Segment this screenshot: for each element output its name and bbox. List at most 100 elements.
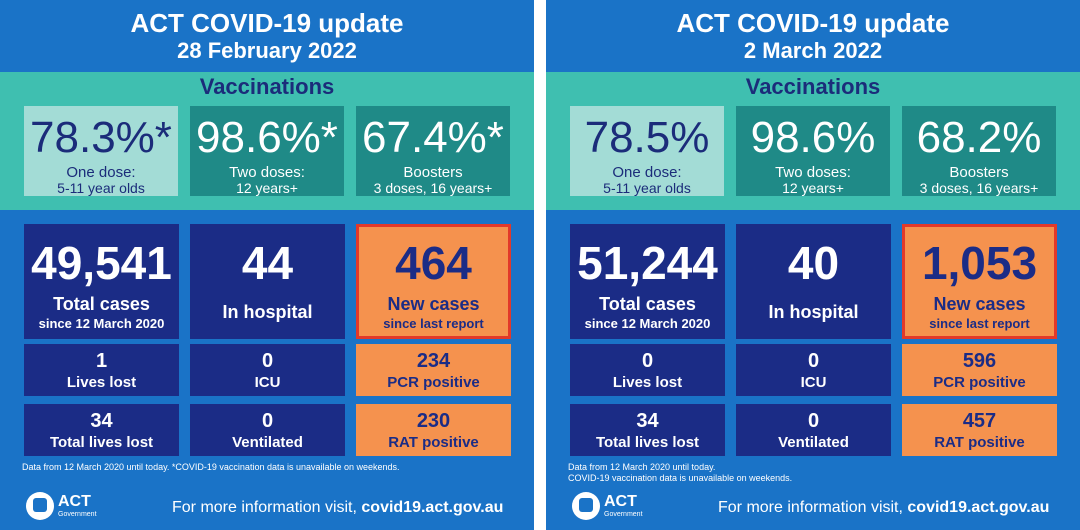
vax-card-one-dose: 78.5% One dose: 5-11 year olds (570, 106, 724, 196)
crest-icon (572, 492, 600, 520)
stat-value: 34 (90, 410, 113, 432)
stat-label: RAT positive (934, 434, 1025, 451)
stat-sub: since 12 March 2020 (584, 316, 711, 331)
stat-label: PCR positive (387, 374, 480, 391)
stat-sub: since last report (383, 316, 484, 331)
stat-sub: since last report (929, 316, 1030, 331)
vax-value: 98.6%* (196, 113, 338, 162)
logo-sub: Government (58, 511, 97, 518)
total-cases-card: 51,244 Total cases since 12 March 2020 (570, 224, 725, 339)
panel-title: ACT COVID-19 update (130, 8, 404, 38)
stat-value: 1,053 (921, 237, 1038, 289)
vax-value: 67.4%* (362, 113, 504, 162)
panel-date: 28 February 2022 (177, 38, 357, 63)
vax-label: Two doses: (775, 164, 851, 181)
in-hospital-card: 44 In hospital (190, 224, 345, 339)
act-government-logo: ACT Government (568, 490, 650, 524)
stat-value: 0 (261, 410, 274, 432)
stat-label: Total cases (53, 294, 150, 314)
vax-card-two-doses: 98.6% Two doses: 12 years+ (736, 106, 890, 196)
vax-value: 98.6% (750, 113, 876, 162)
ventilated-card: 0 Ventilated (190, 404, 345, 456)
more-info-text: For more information visit, (718, 499, 908, 516)
stat-value: 0 (641, 350, 654, 372)
rat-positive-card: 230 RAT positive (356, 404, 511, 456)
footnote: Data from 12 March 2020 until today. (568, 462, 716, 472)
panel-title: ACT COVID-19 update (676, 8, 950, 38)
panel-date: 2 March 2022 (743, 38, 883, 63)
act-government-logo: ACT Government (22, 490, 104, 524)
total-lives-lost-card: 34 Total lives lost (570, 404, 725, 456)
website-link[interactable]: covid19.act.gov.au (907, 499, 1050, 516)
vaccinations-section: Vaccinations 78.3%* One dose: 5-11 year … (0, 72, 534, 210)
logo-sub: Government (604, 511, 643, 518)
stat-label: Total cases (599, 294, 696, 314)
footnote: COVID-19 vaccination data is unavailable… (568, 473, 793, 483)
stat-label: Ventilated (232, 434, 303, 451)
stat-sub: since 12 March 2020 (38, 316, 165, 331)
stat-value: 457 (962, 410, 997, 432)
stat-label: Total lives lost (595, 434, 700, 451)
total-cases-card: 49,541 Total cases since 12 March 2020 (24, 224, 179, 339)
vax-sub: 3 doses, 16 years+ (373, 180, 493, 196)
stat-value: 40 (787, 237, 840, 289)
stat-value: 596 (962, 350, 997, 372)
stat-label: In hospital (222, 302, 313, 322)
ventilated-card: 0 Ventilated (736, 404, 891, 456)
vax-label: One dose: (612, 164, 682, 181)
vax-sub: 12 years+ (236, 180, 298, 196)
stat-value: 51,244 (577, 237, 718, 289)
stat-label: Total lives lost (49, 434, 154, 451)
rat-positive-card: 457 RAT positive (902, 404, 1057, 456)
stat-label: RAT positive (388, 434, 479, 451)
vaccinations-heading: Vaccinations (199, 74, 335, 99)
vax-label: One dose: (66, 164, 136, 181)
stat-value: 0 (261, 350, 274, 372)
more-info: For more information visit, covid19.act.… (172, 498, 503, 518)
website-link[interactable]: covid19.act.gov.au (361, 499, 504, 516)
stat-label: In hospital (768, 302, 859, 322)
stat-label: Lives lost (66, 374, 137, 391)
icu-card: 0 ICU (190, 344, 345, 396)
pcr-positive-card: 234 PCR positive (356, 344, 511, 396)
update-panel-28-feb: ACT COVID-19 update 28 February 2022 Vac… (0, 0, 534, 530)
stat-label: PCR positive (933, 374, 1026, 391)
new-cases-card: 1,053 New cases since last report (902, 224, 1057, 339)
stat-value: 0 (807, 350, 820, 372)
logo-text: ACT (58, 493, 91, 510)
icu-card: 0 ICU (736, 344, 891, 396)
stat-label: New cases (387, 294, 480, 314)
stat-value: 0 (807, 410, 820, 432)
stat-label: Lives lost (612, 374, 683, 391)
vax-card-two-doses: 98.6%* Two doses: 12 years+ (190, 106, 344, 196)
vax-value: 68.2% (916, 113, 1042, 162)
stat-value: 49,541 (31, 237, 172, 289)
vax-value: 78.5% (584, 113, 710, 162)
new-cases-card: 464 New cases since last report (356, 224, 511, 339)
lives-lost-card: 1 Lives lost (24, 344, 179, 396)
logo-text: ACT (604, 493, 637, 510)
update-panel-2-mar: ACT COVID-19 update 2 March 2022 Vaccina… (546, 0, 1080, 530)
stat-label: ICU (254, 374, 281, 391)
vax-sub: 5-11 year olds (57, 180, 145, 196)
vaccinations-heading: Vaccinations (745, 74, 881, 99)
stat-label: New cases (933, 294, 1026, 314)
stat-label: ICU (800, 374, 827, 391)
vax-card-boosters: 68.2% Boosters 3 doses, 16 years+ (902, 106, 1056, 196)
more-info: For more information visit, covid19.act.… (718, 498, 1049, 518)
stat-value: 230 (416, 410, 451, 432)
vax-sub: 5-11 year olds (603, 180, 691, 196)
stat-value: 464 (395, 237, 472, 289)
stat-value: 234 (416, 350, 451, 372)
footnote: Data from 12 March 2020 until today. *CO… (22, 462, 400, 472)
stat-value: 34 (636, 410, 659, 432)
pcr-positive-card: 596 PCR positive (902, 344, 1057, 396)
stat-value: 1 (95, 350, 108, 372)
vax-label: Two doses: (229, 164, 305, 181)
vax-sub: 3 doses, 16 years+ (919, 180, 1039, 196)
stat-value: 44 (241, 237, 294, 289)
more-info-text: For more information visit, (172, 499, 362, 516)
in-hospital-card: 40 In hospital (736, 224, 891, 339)
crest-icon (26, 492, 54, 520)
vax-card-boosters: 67.4%* Boosters 3 doses, 16 years+ (356, 106, 510, 196)
